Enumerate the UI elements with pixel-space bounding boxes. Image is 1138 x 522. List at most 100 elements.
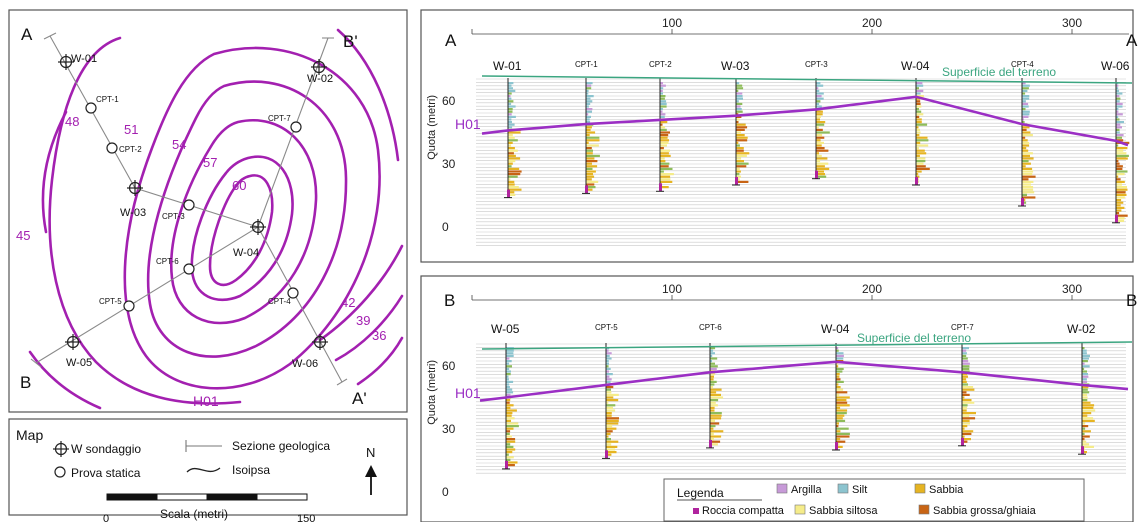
lithology-bar <box>1116 128 1120 131</box>
lithology-bar <box>736 141 739 144</box>
legend-cpt-label: Prova statica <box>71 466 141 480</box>
scale-max-label: 150 <box>297 513 315 522</box>
lithology-bar <box>660 175 671 178</box>
lithology-bar <box>506 378 509 381</box>
lithology-bar <box>836 367 844 370</box>
legend-swatch <box>776 483 788 494</box>
lithology-bar <box>660 139 669 142</box>
lithology-bar <box>660 167 673 170</box>
legend-label: Silt <box>852 484 867 496</box>
log-label: CPT-7 <box>951 323 974 332</box>
lithology-bar <box>1022 188 1034 191</box>
bedrock-mark <box>505 460 508 469</box>
lithology-bar <box>660 123 663 126</box>
lithology-bar <box>836 401 848 404</box>
legend-label: Sabbia siltosa <box>809 505 878 517</box>
lithology-bar <box>962 349 967 352</box>
lithology-bar <box>606 401 609 404</box>
lithology-bar <box>606 370 609 373</box>
map-label-w01: W-01 <box>71 53 97 65</box>
contour-51 <box>146 80 348 358</box>
lithology-bar <box>736 105 741 108</box>
lithology-bar <box>660 82 663 85</box>
lithology-bar <box>1022 152 1033 155</box>
lithology-bar <box>506 427 514 430</box>
contour-39 <box>334 294 404 362</box>
lithology-bar <box>836 404 850 407</box>
lithology-bar <box>1116 219 1125 222</box>
lithology-bar <box>1082 412 1092 415</box>
lithology-bar <box>836 412 847 415</box>
well-marker-w03 <box>127 180 143 196</box>
lithology-bar <box>1082 443 1090 446</box>
lithology-bar <box>736 128 745 131</box>
lithology-bar <box>508 121 512 124</box>
well-log-w-04 <box>832 343 850 451</box>
section-a-frame <box>420 9 1134 263</box>
lithology-bar <box>1082 375 1089 378</box>
lithology-bar <box>816 162 829 165</box>
lithology-bar <box>1082 427 1086 430</box>
lithology-bar <box>506 448 516 451</box>
lithology-bar <box>586 108 593 111</box>
lithology-bar <box>508 134 513 137</box>
lithology-bar <box>506 435 512 438</box>
lithology-bar <box>962 406 968 409</box>
log-label: W-02 <box>1067 322 1096 336</box>
section-endpoint-labels: A A' B B' <box>20 25 367 408</box>
distance-tick-label: 300 <box>1062 16 1082 30</box>
lithology-bar <box>1082 354 1090 357</box>
lithology-bar <box>506 388 513 391</box>
lithology-bar <box>1116 196 1125 199</box>
lithology-bar <box>506 464 515 467</box>
lithology-bar <box>710 352 715 355</box>
lithology-bar <box>816 97 824 100</box>
lithology-bar <box>962 354 967 357</box>
lithology-bar <box>606 365 609 368</box>
contour-label-51: 51 <box>124 122 138 137</box>
cpt-log-cpt-4 <box>1018 78 1036 207</box>
lithology-bar <box>1082 451 1087 454</box>
lithology-bar <box>1116 162 1120 165</box>
contour-label-48: 48 <box>65 114 79 129</box>
lithology-bar <box>736 102 743 105</box>
lithology-bar <box>710 388 722 391</box>
distance-tick-label: 100 <box>662 16 682 30</box>
legend-swatch <box>914 483 926 494</box>
lithology-bar <box>506 391 514 394</box>
lithology-bar <box>916 144 929 147</box>
lithology-bar <box>660 87 664 90</box>
lithology-bar <box>816 95 822 98</box>
lithology-bar <box>506 367 510 370</box>
lithology-bar <box>736 170 741 173</box>
contour-label-36: 36 <box>372 328 386 343</box>
lithology-bar <box>916 123 928 126</box>
lithology-bar <box>836 383 839 386</box>
scale-min-label: 0 <box>103 513 109 522</box>
lithology-bar <box>1116 180 1125 183</box>
lithology-bar <box>816 141 824 144</box>
well-marker-w01 <box>58 54 74 70</box>
lithology-bar <box>1116 201 1124 204</box>
lithology-bar <box>586 84 592 87</box>
lithology-bar <box>710 383 715 386</box>
cpt-marker-6 <box>183 263 195 275</box>
lithology-bar <box>816 110 823 113</box>
lithology-bar <box>586 188 593 191</box>
lithology-bar <box>586 157 595 160</box>
lithology-bar <box>508 97 512 100</box>
lithology-bar <box>506 422 519 425</box>
elevation-tick-label: 0 <box>442 220 449 234</box>
lithology-bar <box>816 105 822 108</box>
lithology-bar <box>1116 209 1122 212</box>
lithology-bar <box>1022 89 1028 92</box>
legend-contour-icon <box>186 467 221 473</box>
lithology-bar <box>962 391 967 394</box>
contour-label-60: 60 <box>232 178 246 193</box>
contour-60 <box>208 174 274 287</box>
lithology-bar <box>816 89 820 92</box>
lithology-bar <box>1116 95 1120 98</box>
lithology-bar <box>836 438 841 441</box>
map-label-cpt6: CPT-6 <box>156 257 179 266</box>
